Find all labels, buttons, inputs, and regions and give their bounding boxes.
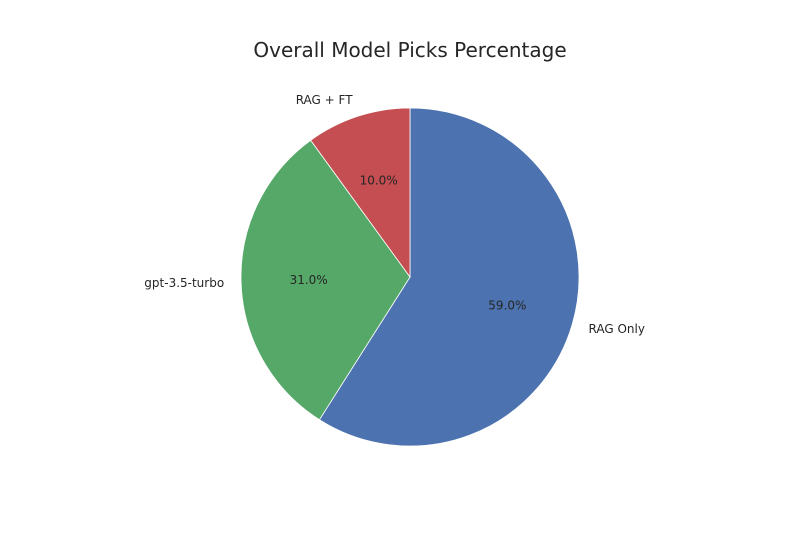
chart-title: Overall Model Picks Percentage (253, 38, 566, 62)
pie-slice-rag-ft (310, 107, 411, 279)
slice-percent-label: 59.0% (488, 298, 526, 312)
slice-category-label: RAG + FT (296, 93, 354, 107)
slice-percent-label: 31.0% (290, 273, 328, 287)
slice-category-label: gpt-3.5-turbo (144, 276, 224, 290)
slice-category-label: RAG Only (589, 322, 645, 336)
pie-labels: 59.0% RAG Only 31.0% gpt-3.5-turbo 10.0% RAG … (144, 93, 645, 336)
pie-slice-gpt-3-5-turbo (240, 139, 411, 421)
pie-slice-rag-only (318, 107, 580, 447)
slice-percent-label: 10.0% (360, 174, 398, 188)
pie-slices (240, 107, 580, 447)
